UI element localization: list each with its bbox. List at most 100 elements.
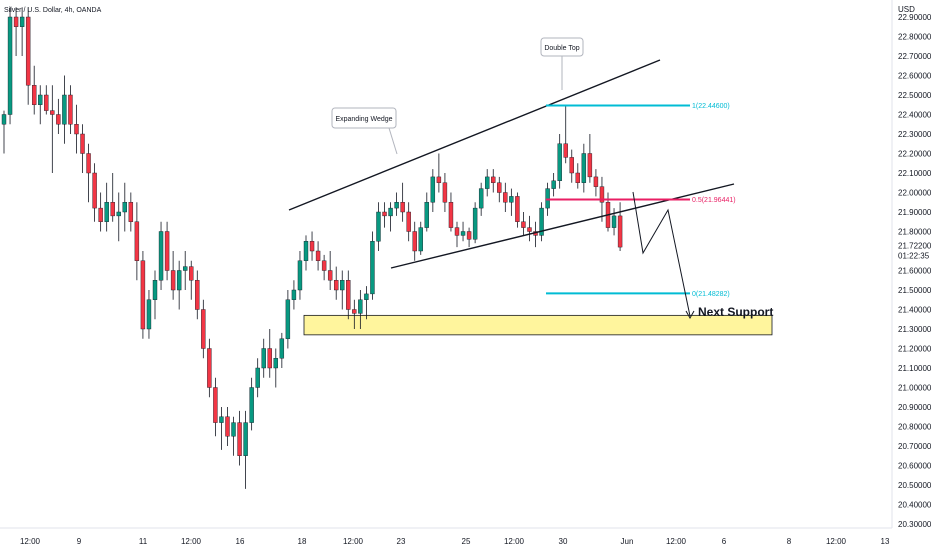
price-tick-label: 21.20000: [898, 345, 932, 354]
support-zone-rect[interactable]: [303, 314, 773, 336]
candle-up: [545, 188, 550, 209]
price-tick-label: 21.30000: [898, 325, 932, 334]
price-tick-label: 22.30000: [898, 130, 932, 139]
price-tick-label: 20.40000: [898, 501, 932, 510]
candle-up: [104, 202, 109, 222]
candle-up: [273, 358, 278, 369]
candle-down: [563, 143, 568, 158]
candle-up: [158, 231, 164, 281]
candle-up: [364, 293, 369, 300]
price-tick-label: 21.60000: [898, 267, 932, 276]
time-axis[interactable]: 12:00 9 11 12:00 16 18 12:00 23 25 12:00 30 Jun 12:0…: [20, 537, 890, 546]
candle-down: [164, 231, 170, 271]
candle-down: [213, 387, 218, 423]
candle-up: [7, 16, 13, 115]
candle-up: [243, 422, 248, 456]
candle-down: [86, 153, 91, 174]
candle-down: [98, 207, 103, 222]
candle-up: [303, 241, 309, 261]
candle-up: [122, 202, 128, 213]
price-axis[interactable]: 22.90000 22.80000 22.70000 22.60000 22.50000…: [898, 13, 932, 529]
price-tick-label: 22.10000: [898, 169, 932, 178]
candle-up: [557, 143, 562, 181]
candle-down: [321, 260, 327, 271]
candle-down: [315, 250, 321, 261]
price-tick-label: 22.90000: [898, 13, 932, 22]
expanding-wedge-callout[interactable]: Expanding Wedge: [331, 107, 398, 155]
candle-down: [56, 114, 61, 125]
candle-up: [219, 416, 224, 423]
candle-down: [569, 157, 574, 174]
candle-down: [80, 133, 85, 154]
candle-down: [195, 280, 200, 310]
price-tick-label: 21.10000: [898, 364, 932, 373]
candle-down: [352, 309, 357, 314]
candle-up: [116, 211, 121, 217]
candle-up: [182, 266, 188, 271]
candle-down: [140, 260, 146, 330]
candle-up: [1, 114, 7, 125]
candle-down: [593, 176, 599, 187]
candle-up: [611, 215, 617, 228]
time-tick-label: 9: [77, 537, 82, 546]
price-tick-label: 22.40000: [898, 111, 932, 120]
candle-up: [297, 260, 303, 291]
fib-level-05-label: 0.5(21.96441): [692, 197, 736, 204]
candle-down: [170, 270, 176, 291]
bar-countdown: 01:22:35: [898, 252, 930, 261]
candle-down: [50, 110, 55, 115]
price-tick-label: 22.80000: [898, 33, 932, 42]
time-tick-label: 12:00: [666, 537, 687, 546]
candle-up: [19, 16, 25, 27]
support-zone[interactable]: [303, 314, 773, 336]
candle-up: [285, 299, 291, 339]
candle-down: [327, 270, 333, 281]
price-tick-label: 20.60000: [898, 462, 932, 471]
candle-down: [521, 221, 526, 228]
candle-up: [249, 387, 254, 423]
candle-down: [225, 416, 230, 437]
candle-down: [575, 172, 580, 183]
candle-down: [406, 211, 411, 232]
candle-down: [599, 186, 605, 203]
wedge-lower-trendline[interactable]: [390, 183, 735, 269]
price-tick-label: 20.30000: [898, 520, 932, 529]
candle-down: [527, 227, 532, 232]
price-tick-label: 22.20000: [898, 150, 932, 159]
price-tick-label: 20.70000: [898, 442, 932, 451]
candle-up: [62, 94, 67, 125]
candle-up: [478, 188, 484, 209]
candle-down: [237, 422, 242, 456]
candle-up: [424, 202, 429, 228]
fib-level-0-label: 0(21.48282): [692, 291, 730, 298]
candle-up: [539, 207, 544, 236]
candle-up: [261, 348, 266, 369]
candle-down: [491, 176, 496, 183]
candle-down: [128, 202, 134, 222]
price-tick-label: 20.90000: [898, 403, 932, 412]
candle-up: [255, 367, 260, 388]
fib-retracement[interactable]: 1(22.44600) 0.5(21.96441) 0(21.48282): [546, 103, 736, 298]
chart-title: Silver / U.S. Dollar, 4h, OANDA: [4, 7, 102, 14]
time-tick-label: 6: [722, 537, 727, 546]
candle-up: [581, 153, 587, 183]
price-tick-label: 22.70000: [898, 52, 932, 61]
price-tick-label: 21.80000: [898, 228, 932, 237]
price-tick-label: 21.90000: [898, 208, 932, 217]
price-tick-label: 21.50000: [898, 286, 932, 295]
price-tick-label: 22.00000: [898, 189, 932, 198]
candle-down: [448, 202, 454, 228]
candle-up: [340, 280, 345, 291]
price-tick-label: 20.50000: [898, 481, 932, 490]
time-tick-label: 12:00: [181, 537, 202, 546]
time-tick-label: 23: [397, 537, 406, 546]
candle-down: [497, 182, 502, 193]
price-tick-label: 21.40000: [898, 306, 932, 315]
projection-path[interactable]: [632, 191, 691, 317]
candle-up: [509, 196, 514, 203]
double-top-callout[interactable]: Double Top: [540, 37, 584, 90]
wedge-upper-trendline[interactable]: [288, 59, 661, 211]
